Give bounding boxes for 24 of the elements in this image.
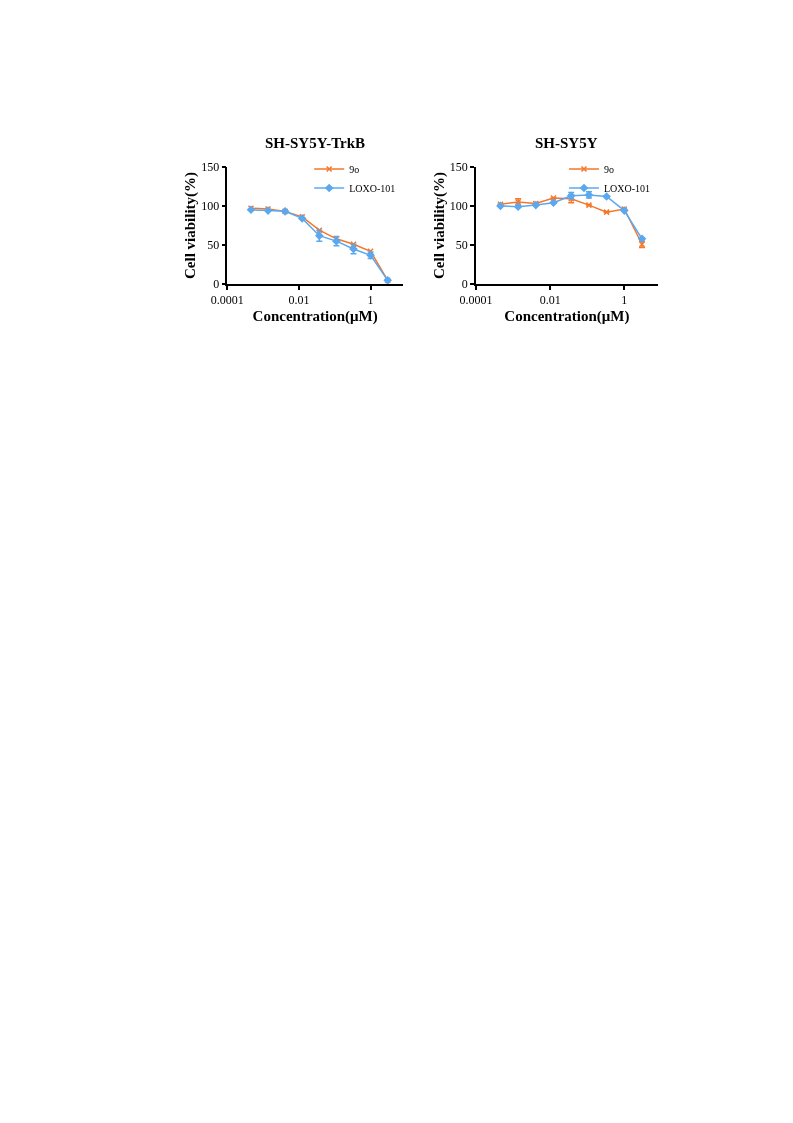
y-tick-label: 50 — [455, 238, 468, 253]
chart-title: SH-SY5Y-TrkB — [265, 135, 366, 151]
x-axis-title: Concentration(μM) — [504, 307, 630, 325]
y-tick-label: 150 — [201, 159, 220, 174]
x-axis-title: Concentration(μM) — [252, 307, 378, 325]
y-tick-label: 100 — [201, 199, 220, 214]
y-tick-label: 100 — [449, 199, 468, 214]
x-tick-label: 0.0001 — [459, 293, 493, 308]
y-tick-label: 150 — [449, 159, 468, 174]
y-tick-label: 0 — [461, 277, 468, 292]
x-tick-label: 0.0001 — [210, 293, 244, 308]
chart-title: SH-SY5Y — [535, 135, 598, 151]
legend-label: LOXO-101 — [349, 182, 396, 194]
x-tick-label: 1 — [621, 293, 628, 308]
x-tick-label: 0.01 — [288, 293, 310, 308]
y-axis-title: Cell viability(%) — [181, 171, 199, 280]
legend-label: 9o — [349, 163, 360, 175]
y-tick-label: 50 — [207, 238, 220, 253]
y-tick-label: 0 — [213, 277, 220, 292]
x-tick-label: 1 — [367, 293, 374, 308]
legend-label: LOXO-101 — [603, 182, 651, 194]
legend-label: 9o — [603, 163, 614, 175]
y-axis-title: Cell viability(%) — [430, 171, 448, 280]
x-tick-label: 0.01 — [539, 293, 561, 308]
